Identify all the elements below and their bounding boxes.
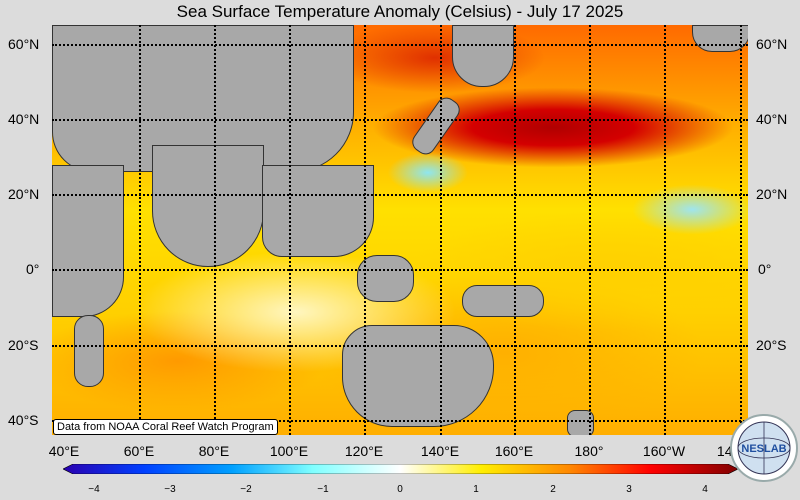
sst-anomaly-map	[52, 25, 748, 435]
land-india	[152, 145, 264, 267]
data-credit: Data from NOAA Coral Reef Watch Program	[53, 419, 278, 435]
lat-label-left: 40°N	[8, 111, 40, 127]
grid-lon-120e	[364, 25, 366, 435]
grid-lat-40s	[52, 420, 748, 422]
land-alaska	[692, 25, 748, 52]
grid-lon-160e	[514, 25, 516, 435]
lon-label: 60°E	[123, 443, 155, 459]
lat-label-left: 20°S	[8, 337, 39, 353]
lon-label: 140°E	[420, 443, 460, 459]
grid-lat-0	[52, 269, 748, 271]
colorbar-tick: −3	[164, 484, 176, 495]
colorbar-tick: −2	[240, 484, 252, 495]
lon-label: 160°W	[642, 443, 686, 459]
logo-text: NESLAB	[741, 443, 786, 455]
colorbar-tick: 2	[550, 484, 556, 495]
grid-lon-140e	[440, 25, 442, 435]
lat-label-left: 0°	[26, 261, 40, 277]
lat-label-left: 20°N	[8, 186, 40, 202]
lat-label-right: 20°N	[756, 186, 788, 202]
colorbar	[63, 464, 738, 474]
colorbar-tick: 3	[626, 484, 632, 495]
grid-lat-20n	[52, 194, 748, 196]
lon-label: 180°	[574, 443, 604, 459]
grid-lon-80e	[214, 25, 216, 435]
lat-label-right: 40°N	[756, 111, 788, 127]
colorbar-tick: 1	[473, 484, 479, 495]
colorbar-tick: −1	[317, 484, 329, 495]
grid-lon-100e	[289, 25, 291, 435]
lat-label-right: 20°S	[756, 337, 787, 353]
lat-label-left: 40°S	[8, 412, 39, 428]
grid-lat-20s	[52, 345, 748, 347]
lat-label-right: 60°N	[756, 36, 788, 52]
lon-label: 80°E	[198, 443, 230, 459]
land-borneo	[357, 255, 414, 302]
neslab-logo: NESLAB	[730, 414, 798, 482]
grid-lon-160w	[664, 25, 666, 435]
land-new-guinea	[462, 285, 544, 317]
colorbar-bar	[63, 464, 738, 474]
land-japan	[408, 93, 464, 159]
grid-lat-40n	[52, 119, 748, 121]
land-kamchatka	[452, 25, 514, 87]
colorbar-tick: −4	[88, 484, 100, 495]
colorbar-tick: 0	[397, 484, 403, 495]
logo-graphic: NESLAB	[737, 421, 791, 475]
land-southeast-asia	[262, 165, 374, 257]
lon-label: 40°E	[48, 443, 80, 459]
land-australia	[342, 325, 494, 427]
land-madagascar	[74, 315, 104, 387]
lon-label: 160°E	[494, 443, 534, 459]
map-title: Sea Surface Temperature Anomaly (Celsius…	[176, 2, 624, 21]
lon-label: 120°E	[344, 443, 384, 459]
grid-lat-60n	[52, 44, 748, 46]
lat-label-right: 0°	[758, 261, 772, 277]
lat-label-left: 60°N	[8, 36, 40, 52]
land-arabia-africa	[52, 165, 124, 317]
lon-label: 100°E	[269, 443, 309, 459]
colorbar-tick: 4	[702, 484, 708, 495]
grid-lon-140w	[740, 25, 742, 435]
grid-lon-180	[589, 25, 591, 435]
grid-lon-60e	[139, 25, 141, 435]
